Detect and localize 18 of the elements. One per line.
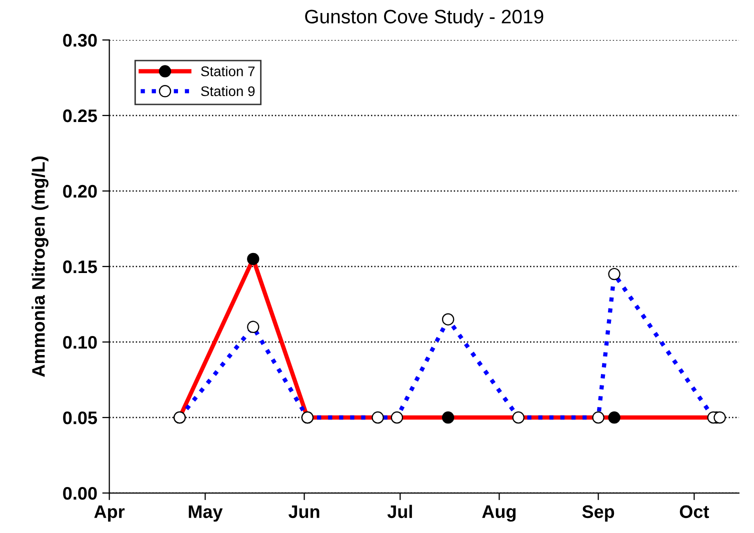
- x-tick-label: Aug: [482, 505, 516, 522]
- x-tick-label: Sep: [582, 505, 614, 522]
- x-tick-label: Jul: [387, 504, 412, 518]
- y-tick-label: 0.20: [63, 184, 97, 198]
- y-tick-label: 0.25: [63, 109, 98, 122]
- y-tick-label: 0.30: [63, 34, 97, 47]
- y-axis-title: Ammonia Nitrogen (mg/L): [32, 156, 48, 377]
- x-tick-label: Apr: [94, 505, 125, 522]
- y-tick-label: 0.10: [63, 336, 97, 349]
- x-tick-label: Oct: [680, 505, 710, 518]
- chart-title: Gunston Cove Study - 2019: [305, 9, 544, 28]
- y-tick-label: 0.00: [63, 486, 97, 500]
- legend-label: Station 9: [201, 86, 255, 96]
- x-tick-label: May: [188, 505, 223, 522]
- y-tick-label: 0.15: [63, 260, 98, 274]
- x-tick-label: Jun: [288, 505, 320, 518]
- legend-label: Station 7: [201, 66, 255, 76]
- y-tick-label: 0.05: [63, 411, 98, 424]
